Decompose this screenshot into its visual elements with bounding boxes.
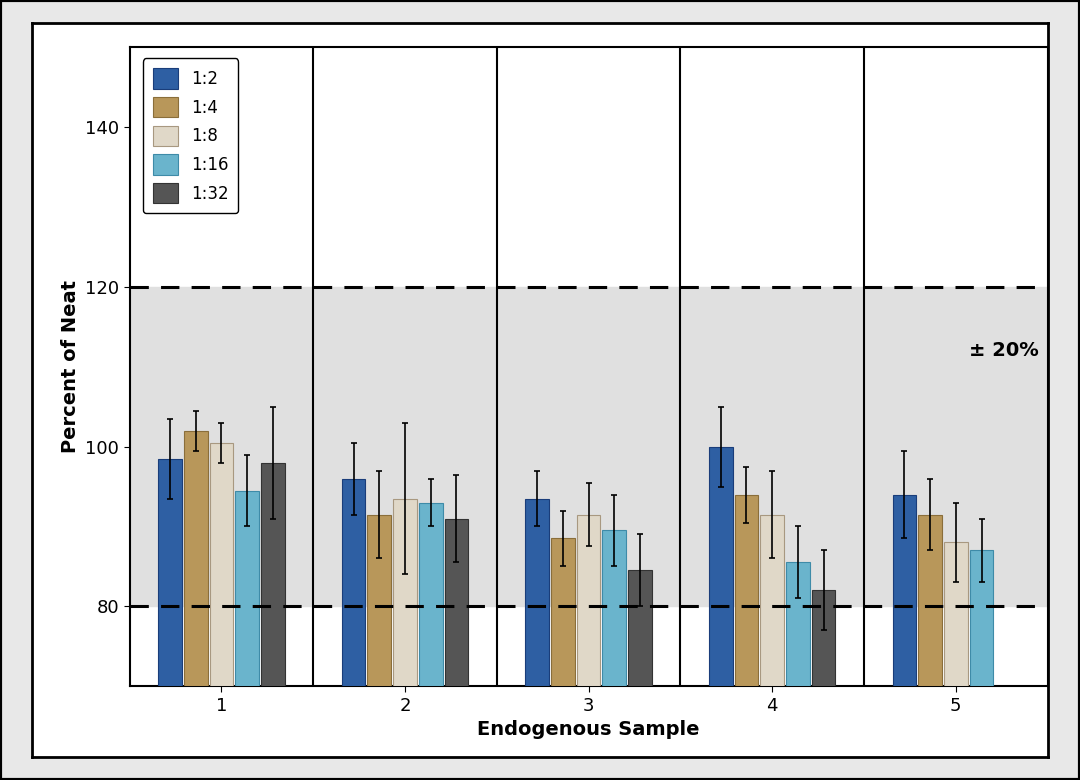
- Bar: [158, 459, 181, 686]
- Bar: [708, 446, 732, 686]
- Bar: [629, 570, 652, 686]
- Bar: [786, 562, 810, 686]
- Bar: [734, 495, 758, 686]
- Bar: [367, 515, 391, 686]
- Bar: [419, 502, 443, 686]
- Bar: [918, 515, 942, 686]
- Bar: [551, 538, 575, 686]
- Bar: [603, 530, 626, 686]
- Bar: [760, 515, 784, 686]
- Bar: [261, 463, 285, 686]
- Y-axis label: Percent of Neat: Percent of Neat: [60, 280, 80, 453]
- Bar: [525, 498, 549, 686]
- Bar: [445, 519, 469, 686]
- X-axis label: Endogenous Sample: Endogenous Sample: [477, 721, 700, 739]
- Bar: [184, 431, 207, 686]
- Bar: [393, 498, 417, 686]
- Legend: 1:2, 1:4, 1:8, 1:16, 1:32: 1:2, 1:4, 1:8, 1:16, 1:32: [143, 58, 239, 214]
- Bar: [210, 442, 233, 686]
- Bar: [892, 495, 916, 686]
- Bar: [235, 491, 259, 686]
- Bar: [130, 286, 1048, 606]
- Bar: [944, 542, 968, 686]
- Bar: [577, 515, 600, 686]
- Bar: [341, 478, 365, 686]
- Bar: [970, 551, 994, 686]
- Bar: [812, 590, 836, 686]
- Text: ± 20%: ± 20%: [969, 341, 1039, 360]
